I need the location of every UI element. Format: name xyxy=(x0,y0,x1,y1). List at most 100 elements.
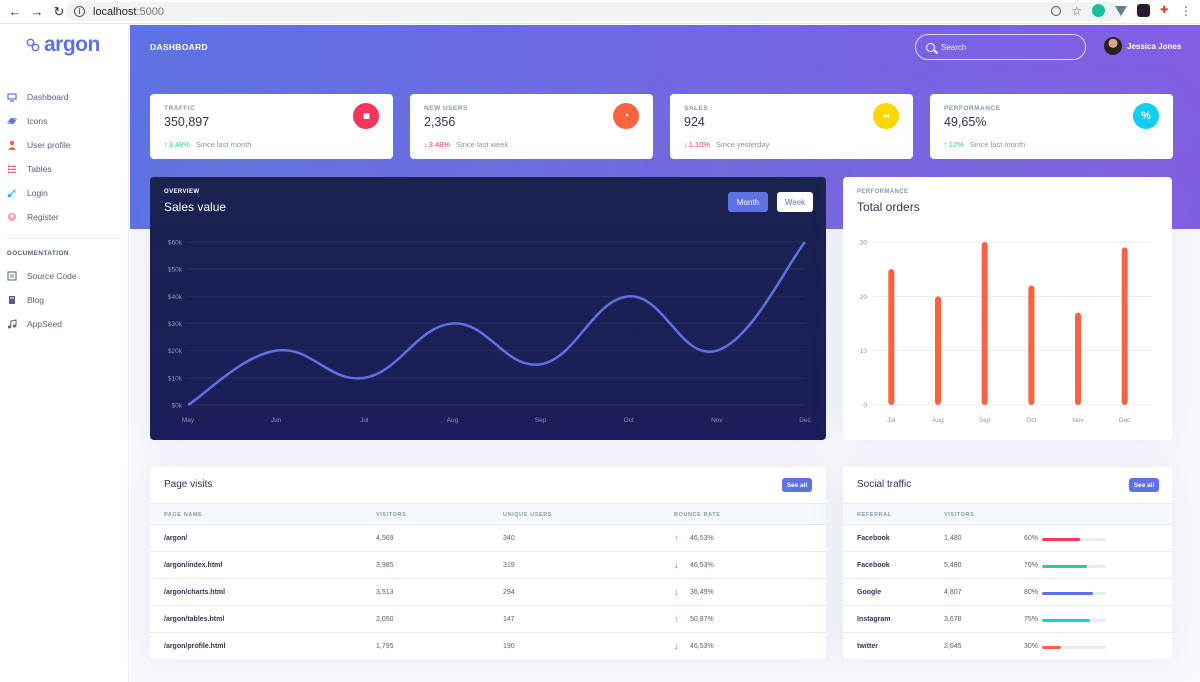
col-visitors: VISITORS xyxy=(376,512,407,518)
argon-logo-icon xyxy=(26,38,40,52)
bookmark-star-icon[interactable]: ☆ xyxy=(1071,3,1082,18)
stat-since: Since last week xyxy=(456,140,509,149)
page-name-cell: /argon/ xyxy=(164,535,188,542)
x-tick-label: Oct xyxy=(1026,417,1036,424)
visitors-cell: 3,678 xyxy=(944,616,962,623)
documentation-heading: DOCUMENTATION xyxy=(7,250,70,257)
sidebar-item-tables[interactable]: Tables xyxy=(0,157,129,181)
chart-pie-icon: ◔ xyxy=(613,103,639,129)
site-info-icon[interactable]: i xyxy=(74,6,85,17)
visitors-cell: 3,513 xyxy=(376,589,394,596)
performance-subtitle: PERFORMANCE xyxy=(857,189,909,195)
sidebar-item-label: Register xyxy=(27,212,59,222)
order-bar xyxy=(1075,312,1081,405)
sales-line-chart: $0k $10k $20k $30k $40k $50k $60k May Jun Jul Aug S… xyxy=(168,240,812,425)
table-row[interactable]: Facebook 5,480 70% xyxy=(843,552,1172,579)
y-tick-label: $10k xyxy=(168,375,183,382)
sidebar-item-login[interactable]: Login xyxy=(0,181,129,205)
user-name: Jessica Jones xyxy=(1127,41,1182,51)
unique-users-cell: 319 xyxy=(503,562,515,569)
col-unique-users: UNIQUE USERS xyxy=(503,512,553,518)
stat-card-sales: SALES 924 ●● ↓ 1.10% Since yesterday xyxy=(670,94,913,159)
extension-grammarly-icon[interactable] xyxy=(1092,4,1105,17)
search-input[interactable]: Search xyxy=(915,34,1086,60)
page-title[interactable]: DASHBOARD xyxy=(150,42,208,52)
stat-value: 49,65% xyxy=(944,115,987,129)
y-tick-label: 20 xyxy=(860,294,868,301)
week-button[interactable]: Week xyxy=(777,192,813,212)
stat-since: Since last month xyxy=(196,140,252,149)
percent-icon: % xyxy=(1133,103,1159,129)
sidebar-item-dashboard[interactable]: Dashboard xyxy=(0,85,129,109)
arrow-down-icon: ↓ xyxy=(674,641,679,651)
stat-footer: ↑ 12% Since last month xyxy=(944,140,1025,149)
stat-change-value: 3.48% xyxy=(428,140,451,149)
table-row[interactable]: /argon/4,569 340 ↑ 46,53% xyxy=(150,525,826,552)
table-row[interactable]: Facebook 1,480 60% xyxy=(843,525,1172,552)
page-visits-header: PAGE NAME VISITORS UNIQUE USERS BOUNCE R… xyxy=(150,503,826,525)
percent-cell: 60% xyxy=(1024,535,1039,542)
menu-dots-icon[interactable]: ⋮ xyxy=(1180,3,1192,18)
y-tick-label: 30 xyxy=(860,240,868,247)
arrow-down-icon: ↓ xyxy=(674,560,679,570)
back-arrow-icon[interactable]: ← xyxy=(8,4,22,19)
sidebar-item-label: Login xyxy=(27,188,48,198)
table-row[interactable]: Google 4,807 80% xyxy=(843,579,1172,606)
sidebar-item-register[interactable]: Register xyxy=(0,205,129,229)
visitors-cell: 2,050 xyxy=(376,616,394,623)
page-name-cell: /argon/charts.html xyxy=(164,589,226,596)
avatar[interactable] xyxy=(1104,37,1122,55)
progress-fill xyxy=(1042,538,1081,541)
table-row[interactable]: /argon/charts.html 3,513 294 ↓ 36,49% xyxy=(150,579,826,606)
social-traffic-card: Social traffic See all REFERRAL VISITORS… xyxy=(843,467,1172,659)
table-row[interactable]: Instagram 3,678 75% xyxy=(843,606,1172,633)
sidebar-item-label: User profile xyxy=(27,140,71,150)
table-row[interactable]: /argon/profile.html 1,795 190 ↓ 46,53% xyxy=(150,633,826,659)
brand-logo[interactable]: argon xyxy=(26,33,100,57)
social-traffic-see-all-button[interactable]: See all xyxy=(1129,478,1159,492)
month-button[interactable]: Month xyxy=(728,192,768,212)
page-visits-see-all-button[interactable]: See all xyxy=(782,478,812,492)
search-icon xyxy=(926,42,935,52)
y-tick-label: $40k xyxy=(168,294,183,301)
x-tick-label: May xyxy=(182,417,195,424)
x-tick-label: Sep xyxy=(979,417,991,424)
table-row[interactable]: /argon/index.html 3,985 319 ↓ 46,53% xyxy=(150,552,826,579)
x-tick-label: Aug xyxy=(447,417,459,424)
forward-arrow-icon[interactable]: → xyxy=(30,4,44,19)
bullet-list-icon xyxy=(8,165,16,174)
x-tick-label: Nov xyxy=(1072,417,1084,424)
page-visits-title: Page visits xyxy=(164,479,213,490)
visitors-cell: 2,645 xyxy=(944,643,962,650)
referral-cell: Facebook xyxy=(857,535,890,542)
order-bar xyxy=(1028,285,1035,405)
stat-footer: ↑ 3.48% Since last month xyxy=(164,140,251,149)
address-bar[interactable]: i localhost:5000 xyxy=(66,2,1124,21)
sidebar-item-user-profile[interactable]: User profile xyxy=(0,133,129,157)
col-bounce-rate: BOUNCE RATE xyxy=(674,512,721,518)
users-icon: ●● xyxy=(873,103,899,129)
sidebar-item-label: Blog xyxy=(27,295,45,305)
stat-card-performance: PERFORMANCE 49,65%% ↑ 12% Since last month xyxy=(930,94,1173,159)
stat-value: 350,897 xyxy=(164,115,210,129)
sidebar-doc-item-appseed[interactable]: AppSeed xyxy=(0,312,129,336)
table-row[interactable]: twitter 2,645 30% xyxy=(843,633,1172,659)
total-orders-title: Total orders xyxy=(857,200,920,214)
extension-k-icon[interactable] xyxy=(1137,4,1150,17)
zoom-icon[interactable] xyxy=(1051,5,1062,16)
extension-vuejs-icon[interactable] xyxy=(1115,5,1127,16)
progress-bar xyxy=(1042,619,1106,622)
sidebar-doc-item-source-code[interactable]: Source Code xyxy=(0,264,129,288)
reload-icon[interactable]: ↻ xyxy=(53,3,65,19)
sidebar-doc-item-blog[interactable]: Blog xyxy=(0,288,129,312)
x-tick-label: Dec xyxy=(799,417,811,424)
sidebar-item-icons[interactable]: Icons xyxy=(0,109,129,133)
col-visitors: VISITORS xyxy=(944,512,975,518)
book-icon xyxy=(9,296,15,304)
referral-cell: Facebook xyxy=(857,562,890,569)
x-tick-label: Dec xyxy=(1119,417,1131,424)
table-row[interactable]: /argon/tables.html 2,050 147 ↑ 50,87% xyxy=(150,606,826,633)
user-menu[interactable]: Jessica Jones xyxy=(1104,37,1181,55)
extension-pin-icon[interactable]: ✚ xyxy=(1160,4,1169,16)
order-bar xyxy=(888,269,895,405)
